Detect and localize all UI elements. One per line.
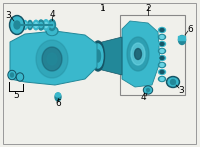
Text: 6: 6	[187, 25, 193, 34]
Polygon shape	[122, 21, 160, 87]
Ellipse shape	[38, 20, 44, 30]
Ellipse shape	[16, 73, 24, 81]
Ellipse shape	[36, 40, 68, 78]
Ellipse shape	[40, 22, 42, 27]
Ellipse shape	[158, 56, 166, 61]
Ellipse shape	[47, 53, 57, 65]
Ellipse shape	[14, 21, 20, 29]
Ellipse shape	[158, 62, 166, 67]
Ellipse shape	[134, 49, 142, 60]
Ellipse shape	[24, 23, 26, 27]
Ellipse shape	[10, 73, 14, 77]
Ellipse shape	[160, 42, 164, 46]
Ellipse shape	[55, 93, 61, 101]
Ellipse shape	[127, 37, 149, 71]
Ellipse shape	[48, 20, 56, 30]
Ellipse shape	[168, 78, 178, 86]
Ellipse shape	[35, 23, 37, 27]
Ellipse shape	[28, 20, 32, 30]
Ellipse shape	[46, 26, 58, 35]
Ellipse shape	[160, 77, 164, 81]
Ellipse shape	[158, 70, 166, 75]
Ellipse shape	[22, 20, 28, 30]
Ellipse shape	[170, 80, 176, 85]
Ellipse shape	[42, 47, 62, 71]
Ellipse shape	[43, 20, 49, 30]
Text: 4: 4	[140, 92, 146, 101]
Ellipse shape	[166, 76, 180, 87]
Text: 3: 3	[5, 10, 11, 20]
Ellipse shape	[158, 35, 166, 40]
Ellipse shape	[160, 35, 164, 39]
Text: 2: 2	[145, 4, 151, 13]
Ellipse shape	[179, 36, 185, 40]
Bar	[120, 15, 185, 95]
Ellipse shape	[144, 87, 152, 93]
Polygon shape	[10, 31, 97, 85]
Ellipse shape	[96, 50, 101, 62]
Ellipse shape	[8, 71, 16, 80]
Ellipse shape	[144, 86, 153, 94]
Ellipse shape	[160, 50, 164, 52]
Ellipse shape	[29, 23, 31, 27]
Ellipse shape	[158, 41, 166, 46]
Text: 5: 5	[13, 91, 19, 100]
Ellipse shape	[33, 20, 39, 30]
Text: 1: 1	[100, 4, 106, 13]
Text: 6: 6	[55, 98, 61, 107]
Ellipse shape	[160, 29, 164, 31]
Text: 4: 4	[49, 10, 55, 19]
Ellipse shape	[10, 15, 24, 35]
Ellipse shape	[146, 88, 150, 91]
Text: 3: 3	[178, 86, 184, 95]
Ellipse shape	[11, 17, 23, 33]
Ellipse shape	[158, 49, 166, 54]
Ellipse shape	[92, 41, 104, 71]
Ellipse shape	[44, 22, 48, 28]
Ellipse shape	[56, 93, 60, 97]
Polygon shape	[98, 37, 122, 75]
Ellipse shape	[158, 76, 166, 81]
Ellipse shape	[131, 43, 145, 65]
Ellipse shape	[158, 27, 166, 32]
Ellipse shape	[179, 35, 186, 45]
Ellipse shape	[9, 71, 15, 78]
Ellipse shape	[18, 74, 22, 80]
Bar	[178, 36, 185, 40]
Ellipse shape	[160, 71, 164, 74]
Ellipse shape	[160, 64, 164, 66]
Ellipse shape	[160, 56, 164, 60]
Ellipse shape	[48, 27, 57, 35]
Ellipse shape	[93, 44, 103, 68]
Ellipse shape	[50, 22, 54, 28]
